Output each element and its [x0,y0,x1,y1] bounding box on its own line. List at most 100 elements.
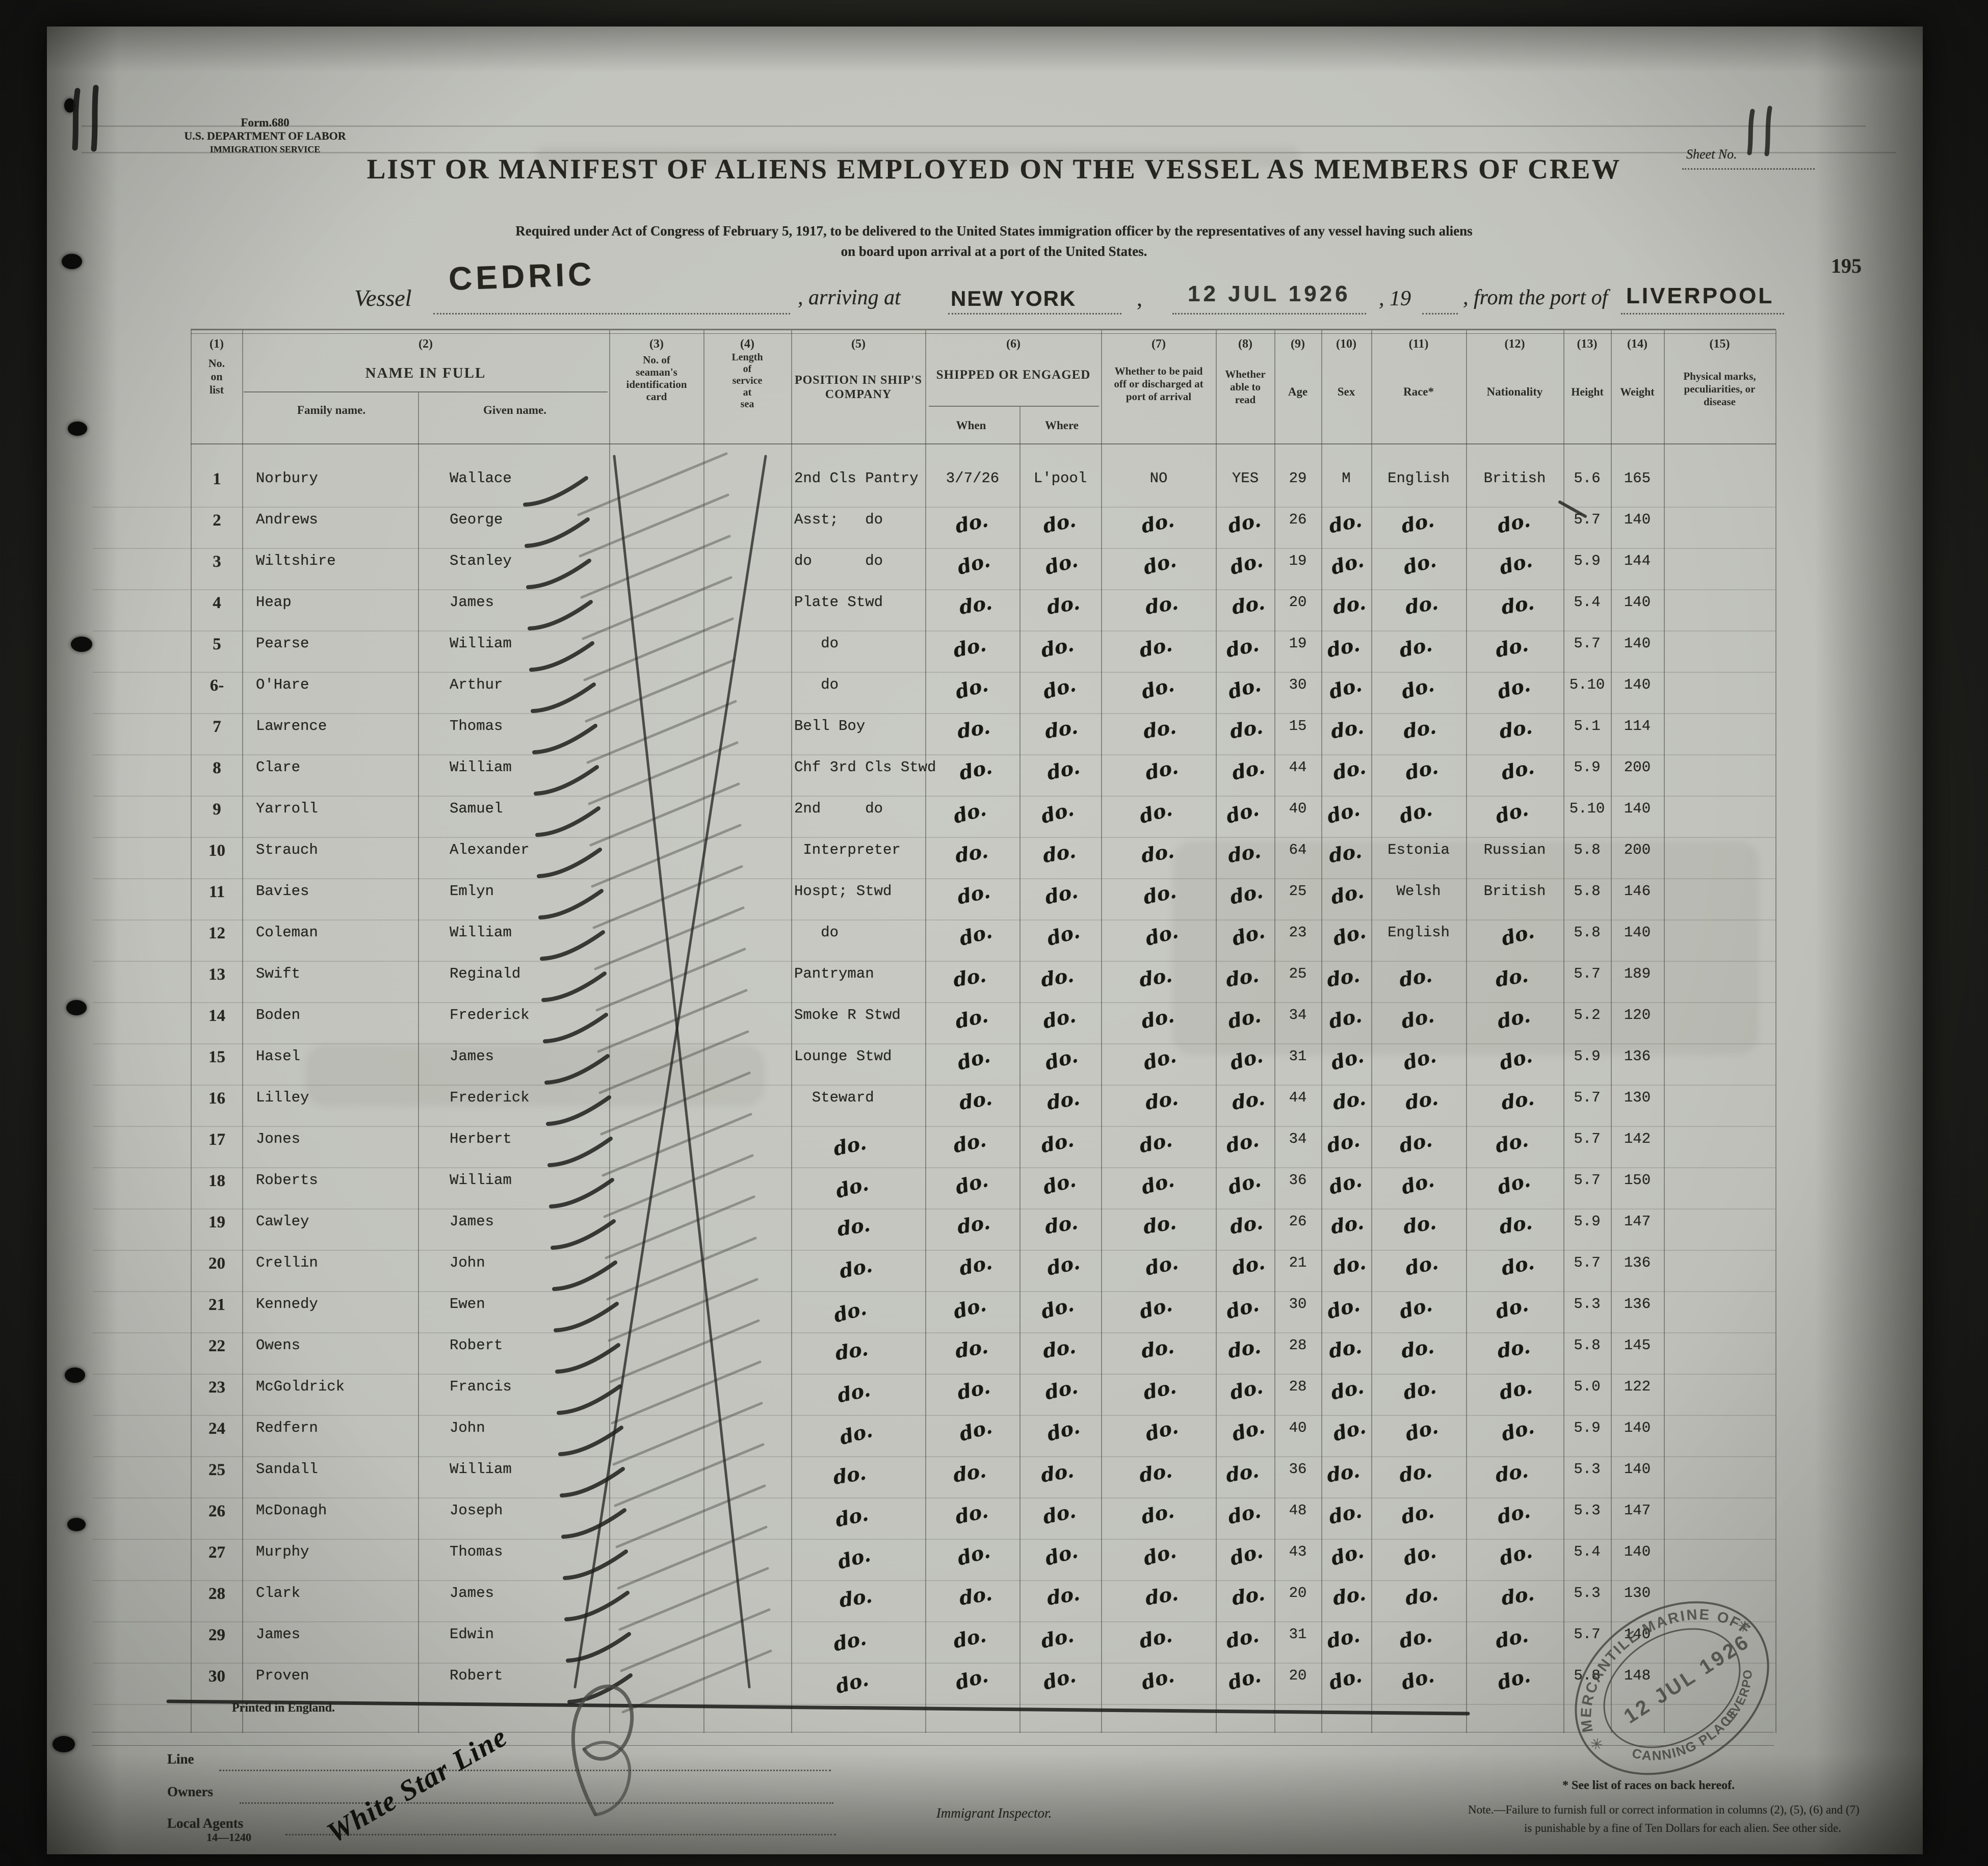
row-rule [93,713,1775,714]
col-12-label: Nationality [1486,385,1543,398]
cell-no: 3 [213,553,221,571]
cell-family: James [256,1626,301,1643]
scratch-line [82,152,1896,153]
col-13-label: Height [1571,385,1604,398]
col-7-num: (7) [1152,337,1166,351]
cell-position: do [794,676,839,693]
table-row: 28 Clark James do. do. do. do. do. 20 do. do. do. 5.… [0,1582,1988,1624]
cell-given: James [450,1585,494,1601]
cell-position: do [794,635,839,652]
cell-age: 20 [1289,594,1307,611]
cell-no: 15 [208,1048,225,1066]
col-11-label: Race* [1403,385,1434,398]
cell-sex: do. [1325,1459,1362,1487]
cell-height: 5.7 [1574,511,1601,528]
cell-age: 43 [1289,1543,1307,1560]
col-6-sub-where: Where [1044,419,1079,432]
cell-sex: do. [1326,1663,1365,1695]
cell-given: William [450,1172,512,1189]
cell-height: 5.7 [1574,1254,1601,1271]
cell-given: Herbert [450,1131,512,1147]
table-row: 27 Murphy Thomas do. do. do. do. do. 43 do. do. do.… [0,1539,1988,1583]
cell-no: 9 [213,800,221,819]
sheet-no-line [1682,167,1815,170]
cell-read: do. [1225,1004,1263,1033]
year-fragment: , 19 [1379,287,1411,310]
cell-position: do. [831,1131,869,1161]
col-15-num: (15) [1709,337,1730,351]
cell-given: Joseph [450,1502,503,1519]
cell-paid: NO [1149,470,1168,487]
cell-no: 26 [208,1502,225,1520]
col-15-label: Physical marks, peculiarities, or diseas… [1683,370,1756,408]
table-row: 24 Redfern John do. do. do. do. do. 40 do. do. do. 5… [0,1415,1988,1459]
form-number: Form.680 [241,116,290,129]
grid-vline [1321,330,1322,1733]
cell-given: Arthur [450,676,503,693]
table-row: 19 Cawley James do. do. do. do. do. 26 do. do. do. 5… [0,1211,1988,1253]
grid-vline [1216,330,1217,1733]
cell-position: do. [835,1213,872,1241]
cell-given: Frederick [450,1007,530,1023]
cell-weight: 114 [1624,718,1651,734]
cell-read: do. [1223,1623,1261,1653]
cell-height: 5.8 [1574,924,1601,941]
cell-given: Frederick [450,1089,530,1106]
page-number: 195 [1831,254,1862,277]
table-row: 7 Lawrence Thomas Bell Boy do. do. do. do. 15 do.… [0,715,1988,757]
col-6-num: (6) [1006,337,1021,351]
cell-no: 29 [208,1626,225,1644]
cell-sex: do. [1326,1499,1364,1529]
cell-age: 36 [1289,1461,1307,1478]
row-rule [93,1332,1775,1333]
row-rule [93,548,1775,549]
cell-sex: do. [1324,1128,1362,1158]
cell-position: Smoke R Stwd [794,1007,901,1023]
note-races: * See list of races on back hereof. [1562,1779,1735,1792]
cell-weight: 140 [1624,511,1651,528]
grid-vline [1563,330,1564,1733]
cell-race: English [1388,470,1450,487]
sheet-no-label: Sheet No. [1686,147,1737,162]
row-rule [93,1663,1775,1664]
cell-sex: do. [1324,1292,1363,1324]
cell-weight: 120 [1624,1007,1651,1023]
cell-given: William [450,924,512,941]
cell-height: 5.2 [1574,1007,1601,1023]
port-of-departure: LIVERPOOL [1626,283,1774,308]
cell-no: 16 [208,1089,225,1108]
col-5-num: (5) [851,337,866,351]
col-10-label: Sex [1337,385,1355,398]
cell-height: 5.7 [1574,1131,1601,1147]
cell-sex: do. [1324,797,1363,828]
subtitle-line-2: on board upon arrival at a port of the U… [841,244,1147,259]
paper-sheet [47,27,1923,1854]
cell-given: Samuel [450,800,503,817]
cell-weight: 140 [1624,924,1651,941]
table-row: 14 Boden Frederick Smoke R Stwd do. do. do. do.… [0,1004,1988,1046]
cell-age: 40 [1289,1420,1307,1436]
table-row: 17 Jones Herbert do. do. do. do. do. 34 do. do. do.… [0,1128,1988,1170]
cell-no: 24 [208,1420,225,1438]
cell-family: Swift [256,965,301,982]
cell-family: Coleman [256,924,318,941]
col-3-label: No. of seaman's identification card [626,354,687,403]
cell-height: 5.9 [1574,1048,1601,1065]
col-2-sub-family: Family name. [297,404,366,416]
row-rule [93,1415,1775,1416]
cell-age: 28 [1289,1378,1307,1395]
cell-height: 5.9 [1574,1213,1601,1230]
cell-nat: British [1483,883,1546,900]
col-2-sub-given: Given name. [483,404,546,416]
local-agents-label: Local Agents [167,1816,244,1831]
col-14-num: (14) [1627,337,1647,351]
from-port-label: , from the port of [1463,286,1608,309]
cell-weight: 147 [1624,1213,1651,1230]
punch-hole [71,637,92,652]
grid-vline [1019,407,1021,1733]
cell-sex: do. [1326,1168,1365,1199]
cell-no: 28 [208,1585,225,1603]
cell-family: Jones [256,1131,301,1147]
cell-sex: do. [1331,1582,1368,1610]
cell-no: 10 [208,842,225,860]
